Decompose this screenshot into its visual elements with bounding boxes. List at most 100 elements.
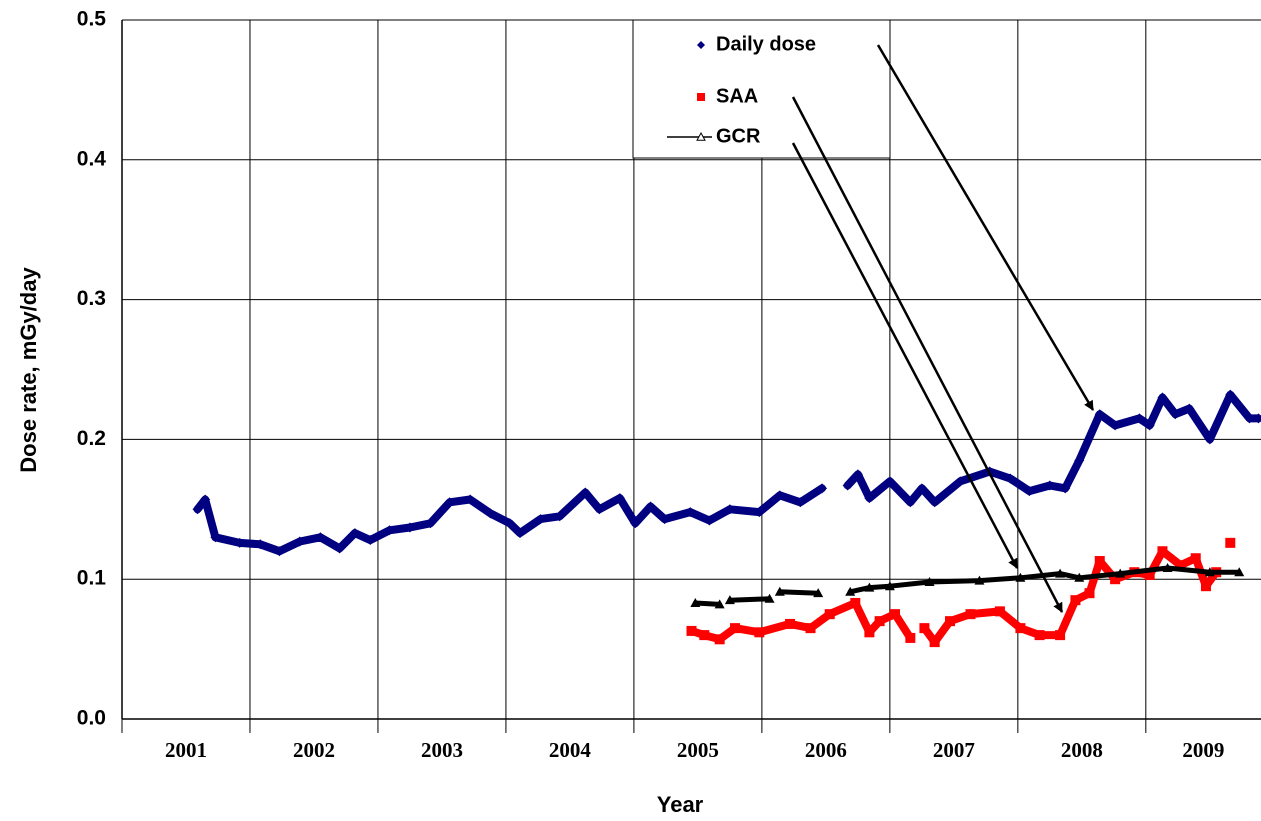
marker <box>1225 537 1236 548</box>
marker <box>1005 473 1016 484</box>
plot-area <box>192 389 1261 648</box>
marker <box>1190 553 1201 564</box>
marker <box>294 536 305 547</box>
marker <box>929 497 940 508</box>
marker <box>1200 581 1211 592</box>
marker <box>1144 570 1155 581</box>
x-tick-label: 2009 <box>1182 738 1224 762</box>
marker <box>630 518 641 529</box>
marker <box>1175 560 1186 571</box>
marker <box>864 627 875 638</box>
marker <box>884 476 895 487</box>
legend-label: SAA <box>716 85 758 107</box>
marker <box>1204 434 1215 445</box>
marker <box>795 497 806 508</box>
marker <box>699 630 710 641</box>
marker <box>200 494 211 505</box>
marker <box>696 131 706 141</box>
marker <box>905 497 916 508</box>
marker <box>315 532 326 543</box>
marker <box>1074 572 1085 582</box>
marker <box>1034 630 1045 641</box>
marker <box>1074 455 1085 466</box>
marker <box>864 582 875 592</box>
marker <box>1253 413 1261 424</box>
marker <box>813 588 824 598</box>
marker <box>274 546 285 557</box>
marker <box>1144 420 1155 431</box>
grid: 0.0 0.1 0.2 0.3 0.4 0.5 2001 2002 2003 2004 2005 20… <box>77 8 1261 762</box>
marker <box>714 599 725 609</box>
x-axis-title: Year <box>657 792 704 817</box>
marker <box>724 504 735 515</box>
marker <box>919 623 930 634</box>
marker <box>1070 595 1081 606</box>
marker <box>842 480 853 491</box>
marker <box>1110 574 1121 585</box>
marker <box>1225 389 1236 400</box>
marker <box>824 609 835 620</box>
marker <box>774 490 785 501</box>
marker <box>974 575 985 585</box>
marker <box>515 528 526 539</box>
marker <box>1055 568 1066 578</box>
y-tick-label: 0.0 <box>77 707 106 730</box>
y-tick-label: 0.3 <box>77 287 106 310</box>
marker <box>845 586 856 596</box>
marker <box>614 493 625 504</box>
marker <box>754 507 765 518</box>
marker <box>1204 567 1215 577</box>
marker <box>1094 409 1105 420</box>
marker <box>580 487 591 498</box>
marker <box>852 469 863 480</box>
marker <box>659 514 670 525</box>
marker <box>1015 572 1026 582</box>
y-tick-label: 0.4 <box>77 147 107 170</box>
marker <box>1044 480 1055 491</box>
marker <box>1184 403 1195 414</box>
marker <box>535 514 546 525</box>
marker <box>504 518 515 529</box>
marker <box>1084 588 1095 599</box>
x-tick-label: 2006 <box>805 738 847 762</box>
marker <box>764 593 775 603</box>
marker <box>1110 420 1121 431</box>
marker <box>255 539 266 550</box>
marker <box>1234 567 1245 577</box>
x-tick-label: 2001 <box>165 738 207 762</box>
marker <box>929 637 940 648</box>
legend-label: Daily dose <box>716 33 816 55</box>
marker <box>365 535 376 546</box>
marker <box>889 609 900 620</box>
marker <box>1157 392 1168 403</box>
marker <box>1024 486 1035 497</box>
legend: Daily dose SAA GCR <box>667 33 816 147</box>
marker <box>905 632 916 643</box>
marker <box>485 508 496 519</box>
marker <box>850 597 861 608</box>
arrow <box>876 44 1095 411</box>
marker <box>714 634 725 645</box>
marker <box>774 586 785 596</box>
marker <box>724 595 735 605</box>
x-tick-label: 2003 <box>421 738 463 762</box>
marker <box>685 507 696 518</box>
marker <box>1157 546 1168 557</box>
marker <box>924 576 935 586</box>
marker <box>425 518 436 529</box>
marker <box>805 623 816 634</box>
marker <box>884 581 895 591</box>
marker <box>965 609 976 620</box>
legend-box <box>632 19 891 159</box>
marker <box>234 537 245 548</box>
y-axis-title: Dose rate, mGy/day <box>16 267 41 473</box>
marker <box>349 528 360 539</box>
series-line <box>692 543 1231 642</box>
y-tick-label: 0.5 <box>77 8 107 31</box>
marker <box>1094 556 1105 567</box>
marker <box>916 483 927 494</box>
marker <box>192 504 203 515</box>
marker <box>994 606 1005 617</box>
x-tick-label: 2004 <box>549 738 592 762</box>
marker <box>697 93 705 101</box>
